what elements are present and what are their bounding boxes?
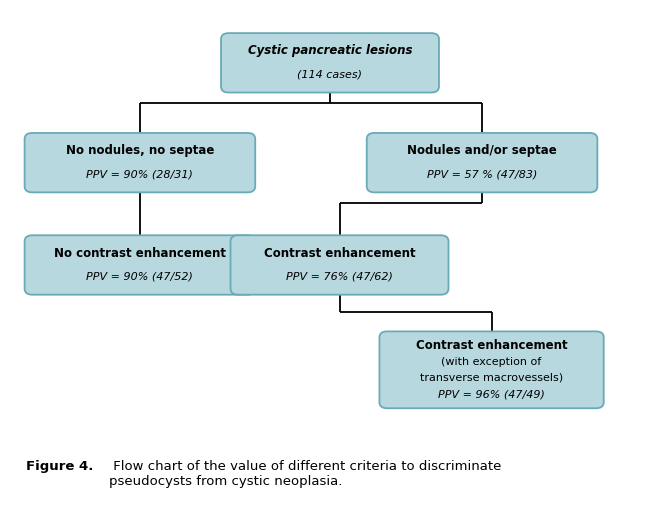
Text: (with exception of: (with exception of bbox=[442, 357, 542, 367]
FancyBboxPatch shape bbox=[379, 331, 604, 408]
Text: PPV = 90% (47/52): PPV = 90% (47/52) bbox=[86, 272, 193, 282]
FancyBboxPatch shape bbox=[24, 235, 255, 295]
Text: No contrast enhancement: No contrast enhancement bbox=[54, 246, 226, 259]
Text: Nodules and/or septae: Nodules and/or septae bbox=[407, 145, 557, 158]
Text: (114 cases): (114 cases) bbox=[298, 70, 362, 80]
Text: PPV = 96% (47/49): PPV = 96% (47/49) bbox=[438, 389, 545, 399]
Text: No nodules, no septae: No nodules, no septae bbox=[66, 145, 214, 158]
Text: PPV = 57 % (47/83): PPV = 57 % (47/83) bbox=[427, 170, 537, 179]
FancyBboxPatch shape bbox=[230, 235, 449, 295]
FancyBboxPatch shape bbox=[221, 33, 439, 93]
Text: Contrast enhancement: Contrast enhancement bbox=[416, 339, 568, 352]
Text: Figure 4.: Figure 4. bbox=[26, 460, 93, 473]
Text: PPV = 76% (47/62): PPV = 76% (47/62) bbox=[286, 272, 393, 282]
Text: Cystic pancreatic lesions: Cystic pancreatic lesions bbox=[248, 45, 412, 58]
Text: transverse macrovessels): transverse macrovessels) bbox=[420, 373, 563, 383]
Text: Flow chart of the value of different criteria to discriminate
pseudocysts from c: Flow chart of the value of different cri… bbox=[110, 460, 502, 488]
FancyBboxPatch shape bbox=[367, 133, 597, 192]
FancyBboxPatch shape bbox=[24, 133, 255, 192]
Text: Contrast enhancement: Contrast enhancement bbox=[264, 246, 415, 259]
Text: PPV = 90% (28/31): PPV = 90% (28/31) bbox=[86, 170, 193, 179]
